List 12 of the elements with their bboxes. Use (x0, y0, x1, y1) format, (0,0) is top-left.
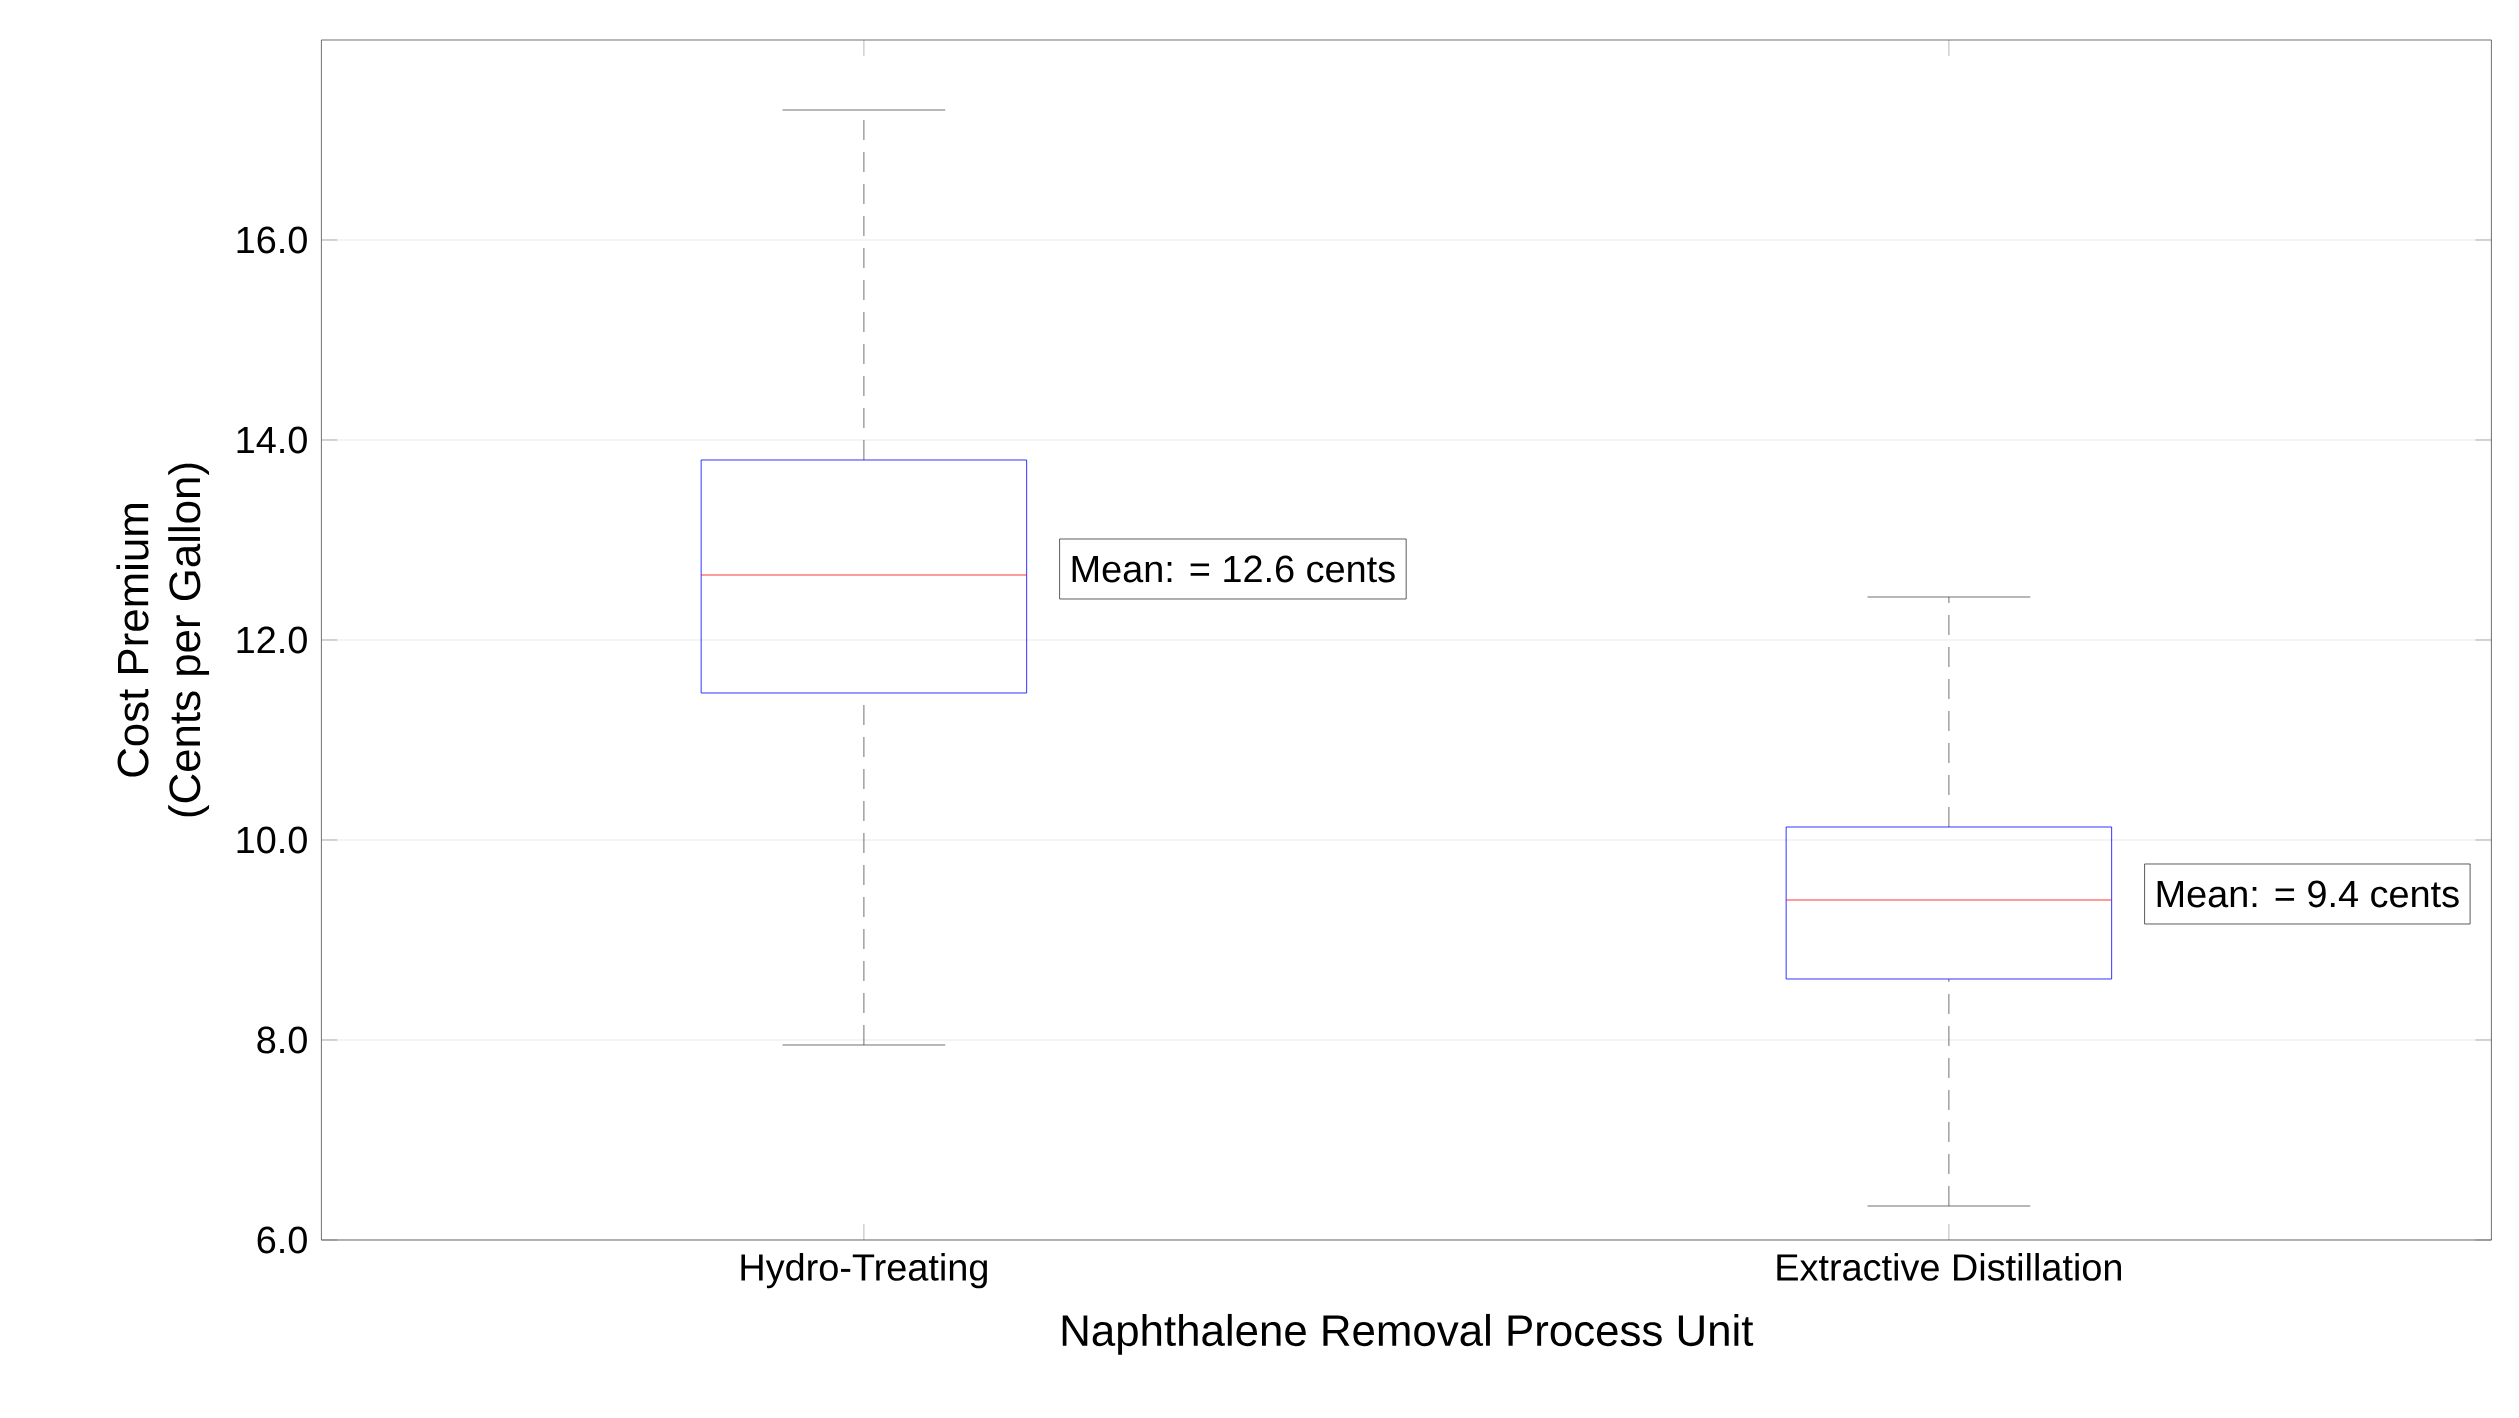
y-tick-label: 16.0 (237, 226, 307, 254)
y-axis-title: Cost Premium (Cents per Gallon) (116, 463, 210, 817)
y-tick-label: 10.0 (237, 826, 307, 854)
y-tick-label: 6.0 (257, 1226, 307, 1254)
y-tick-label: 14.0 (237, 426, 307, 454)
x-axis-title: Naphthalene Removal Process Unit (1062, 1313, 1754, 1355)
annotation: Mean: = 12.6 cents (1072, 555, 1395, 583)
annotation: Mean: = 9.4 cents (2157, 880, 2459, 908)
y-tick-label: 8.0 (257, 1026, 307, 1054)
x-tick-label: Hydro-Treating (741, 1253, 987, 1289)
y-tick-label: 12.0 (237, 626, 307, 654)
x-tick-label: Extractive Distillation (1777, 1253, 2121, 1281)
